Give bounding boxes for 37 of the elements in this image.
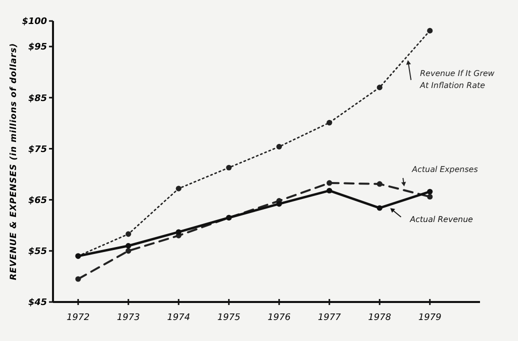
point (326, 188, 332, 194)
point (427, 194, 433, 200)
point (126, 248, 132, 254)
x-tick-label: 1973 (116, 313, 140, 323)
y-tick-label: $65 (28, 196, 47, 206)
x-tick-label: 1977 (318, 313, 342, 323)
point (126, 231, 132, 237)
point (376, 205, 382, 211)
y-tick-label: $45 (28, 298, 47, 308)
point (176, 186, 182, 192)
point (326, 180, 332, 186)
text: Actual Revenue (409, 215, 474, 224)
x-tick-label: 1976 (268, 313, 291, 323)
point (326, 120, 332, 126)
point (427, 188, 433, 194)
text: Actual Expenses (411, 165, 478, 174)
x-tick-label: 1978 (368, 313, 392, 323)
point (226, 164, 232, 170)
x-tick-label: 1975 (217, 313, 241, 323)
y-tick-label: $100 (22, 17, 47, 28)
x-tick-label: 1972 (66, 313, 90, 323)
y-tick-label: $85 (28, 94, 47, 104)
point (276, 201, 282, 207)
x-tick-label: 1979 (418, 313, 442, 323)
point (427, 28, 433, 34)
x-tick-label: 1974 (167, 313, 190, 323)
point (376, 84, 382, 90)
y-tick-label: $55 (28, 247, 47, 258)
point (276, 144, 282, 150)
point (126, 243, 132, 249)
y-tick-label: $75 (28, 144, 47, 155)
point (75, 276, 81, 282)
point (176, 229, 182, 235)
y-axis-title: REVENUE & EXPENSES (in millions of dollars) (9, 42, 19, 280)
text: Revenue If It Grew At Inflation Rate (419, 69, 495, 90)
point (376, 181, 382, 187)
y-tick-label: $95 (28, 42, 47, 53)
